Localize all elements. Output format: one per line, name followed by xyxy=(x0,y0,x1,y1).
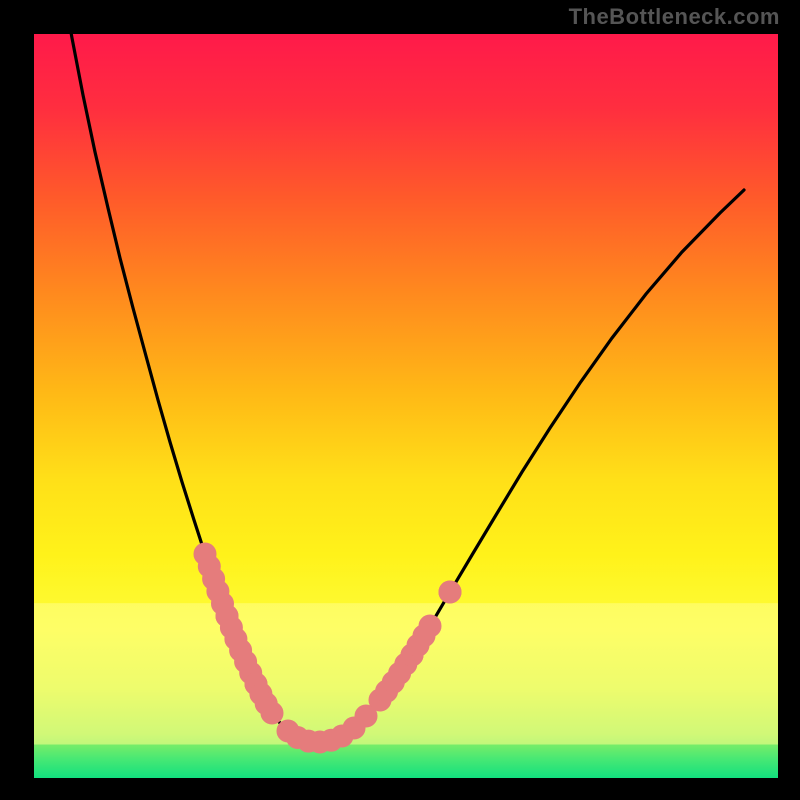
watermark-text: TheBottleneck.com xyxy=(569,4,780,30)
chart-svg xyxy=(34,34,778,778)
bead-marker xyxy=(261,702,283,724)
bead-marker xyxy=(419,615,441,637)
plot-area xyxy=(34,34,778,778)
bead-marker xyxy=(439,581,461,603)
